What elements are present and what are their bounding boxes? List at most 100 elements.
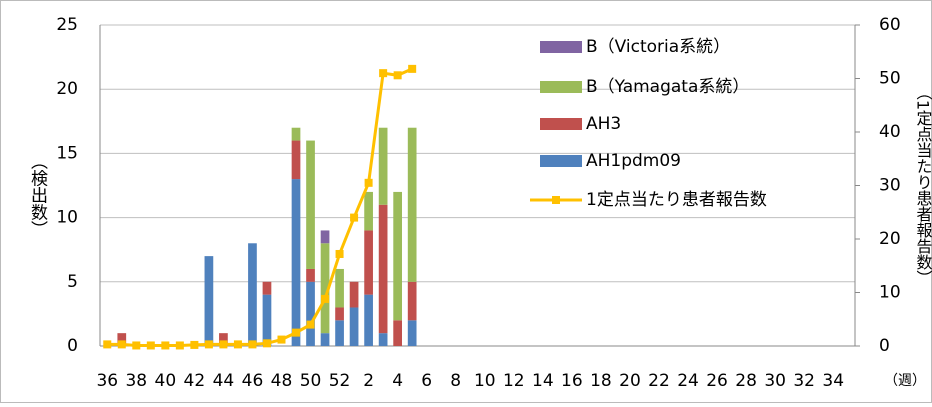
y2-tick-label: 20	[879, 229, 901, 249]
x-tick-label: 52	[329, 371, 351, 391]
line-marker	[336, 250, 344, 258]
x-tick-label: 10	[474, 371, 496, 391]
x-tick-label: 22	[648, 371, 670, 391]
x-tick-label: 50	[300, 371, 322, 391]
line-marker	[161, 341, 169, 349]
legend-swatch	[540, 81, 582, 93]
y-tick-label: 10	[56, 208, 78, 228]
y-tick-label: 5	[67, 272, 78, 292]
legend-label: AH3	[586, 114, 621, 134]
legend-swatch	[540, 155, 582, 167]
line-marker	[394, 71, 402, 79]
bar	[350, 307, 359, 346]
line-marker	[248, 340, 256, 348]
bar	[335, 320, 344, 346]
line-marker	[205, 340, 213, 348]
bar	[335, 269, 344, 308]
line-marker	[379, 69, 387, 77]
legend-label: 1定点当たり患者報告数	[586, 190, 767, 210]
x-tick-label: 24	[677, 371, 699, 391]
bar	[306, 269, 315, 282]
y-tick-label: 15	[56, 143, 78, 163]
y2-tick-label: 60	[879, 15, 901, 35]
x-tick-label: 14	[532, 371, 554, 391]
line-marker	[365, 179, 373, 187]
bar	[292, 179, 301, 346]
x-tick-label: 48	[271, 371, 293, 391]
x-tick-label: 40	[155, 371, 177, 391]
legend-swatch	[552, 196, 560, 204]
x-tick-label: 2	[363, 371, 374, 391]
legend-swatch	[540, 118, 582, 130]
x-tick-label: 18	[590, 371, 612, 391]
x-axis-label: （週）	[884, 373, 926, 389]
x-tick-label: 6	[421, 371, 432, 391]
bar	[364, 230, 373, 294]
x-tick-label: 46	[242, 371, 264, 391]
line-marker	[321, 295, 329, 303]
bar	[205, 256, 214, 346]
bar	[292, 141, 301, 180]
x-tick-label: 16	[561, 371, 583, 391]
line-marker	[147, 341, 155, 349]
legend-label: B（Victoria系統）	[586, 37, 730, 57]
x-tick-label: 20	[619, 371, 641, 391]
y2-axis-label: （1定点当たり患者報告数）	[914, 84, 932, 286]
line-marker	[190, 341, 198, 349]
y-tick-label: 0	[67, 336, 78, 356]
y2-tick-label: 10	[879, 283, 901, 303]
x-tick-label: 36	[96, 371, 118, 391]
legend-label: AH1pdm09	[586, 151, 681, 171]
bar	[350, 282, 359, 308]
bar	[379, 205, 388, 333]
x-tick-label: 34	[822, 371, 844, 391]
x-tick-label: 38	[125, 371, 147, 391]
y2-tick-label: 30	[879, 176, 901, 196]
x-tick-label: 12	[503, 371, 525, 391]
bar	[408, 282, 417, 321]
bar	[393, 320, 402, 346]
line-marker	[307, 321, 315, 329]
line-marker	[408, 65, 416, 73]
legend-label: B（Yamagata系統）	[586, 77, 749, 97]
y-axis-label: （検出数）	[27, 153, 48, 238]
line-marker	[234, 340, 242, 348]
legend-swatch	[540, 41, 582, 53]
bar	[335, 307, 344, 320]
x-tick-label: 26	[706, 371, 728, 391]
bar	[379, 128, 388, 205]
y2-tick-label: 50	[879, 69, 901, 89]
bar	[379, 333, 388, 346]
x-tick-label: 4	[392, 371, 403, 391]
line-marker	[176, 341, 184, 349]
x-tick-label: 44	[213, 371, 235, 391]
bar	[321, 230, 330, 243]
bar	[263, 282, 272, 295]
y-tick-label: 25	[56, 15, 78, 35]
y2-tick-label: 0	[879, 336, 890, 356]
line-marker	[219, 340, 227, 348]
x-tick-label: 32	[793, 371, 815, 391]
bar	[263, 295, 272, 346]
y2-tick-label: 40	[879, 122, 901, 142]
x-tick-label: 42	[184, 371, 206, 391]
y-tick-label: 20	[56, 79, 78, 99]
line-marker	[118, 340, 126, 348]
bar	[292, 128, 301, 141]
line-marker	[103, 340, 111, 348]
bar	[248, 243, 257, 346]
bar	[306, 141, 315, 269]
line-marker	[292, 329, 300, 337]
x-tick-label: 8	[450, 371, 461, 391]
bar	[306, 282, 315, 346]
x-tick-label: 30	[764, 371, 786, 391]
bar	[364, 192, 373, 231]
line-marker	[263, 339, 271, 347]
bar	[321, 333, 330, 346]
line-marker	[277, 336, 285, 344]
bar	[364, 295, 373, 346]
line-marker	[350, 214, 358, 222]
line-marker	[132, 341, 140, 349]
bar	[393, 192, 402, 320]
